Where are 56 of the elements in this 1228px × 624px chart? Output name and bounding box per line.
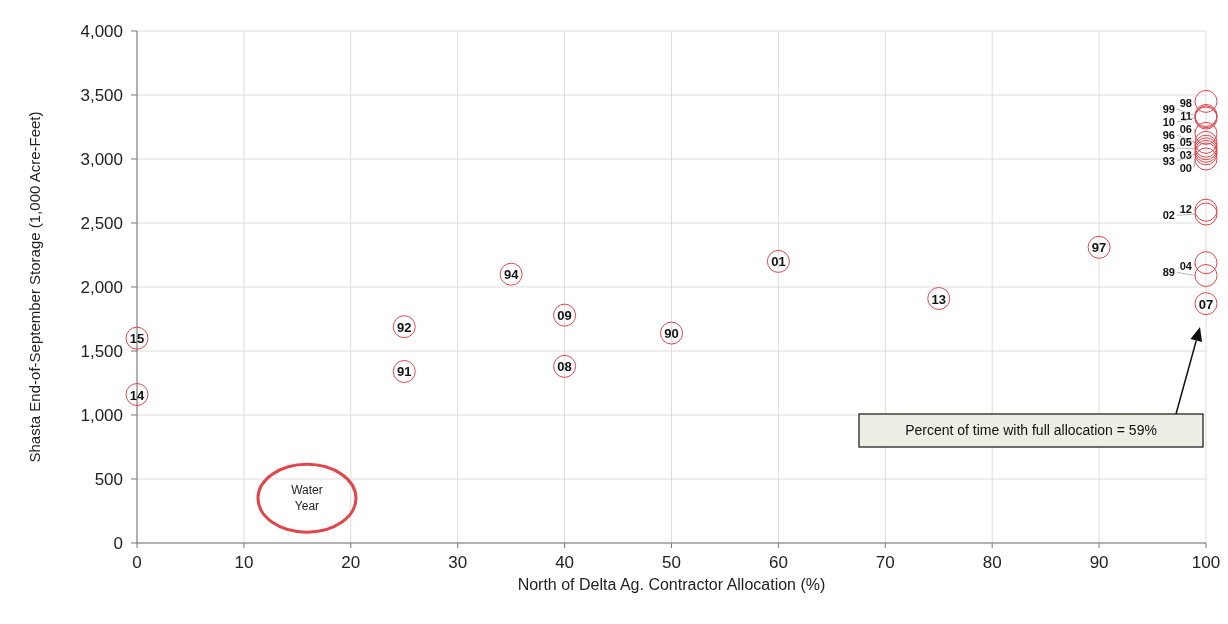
annotation: 10	[1162, 116, 1175, 129]
annotation: 99	[1162, 103, 1175, 116]
y-axis-title: Shasta End-of-September Storage (1,000 Acre-Feet)	[26, 111, 43, 463]
annotation: 11	[1180, 109, 1192, 122]
x-tick-label: 0	[132, 553, 142, 572]
y-tick-label: 3,000	[80, 150, 123, 169]
y-tick-label: 500	[94, 470, 123, 489]
annotation: Percent of time with full allocation = 59%	[905, 422, 1157, 438]
y-tick-label: 1,500	[80, 342, 123, 361]
x-tick-label: 90	[1089, 553, 1109, 572]
point	[1194, 147, 1218, 171]
point	[1194, 263, 1218, 287]
annotation: 89	[1162, 266, 1175, 279]
annotation: 92	[397, 319, 412, 335]
annotation: 03	[1179, 148, 1192, 161]
annotation: 94	[503, 267, 520, 283]
y-tick-label: 2,500	[80, 214, 123, 233]
annotation: 90	[664, 326, 679, 342]
x-tick-label: 100	[1191, 553, 1221, 572]
annotation: 93	[1162, 155, 1175, 168]
annotation: 95	[1162, 142, 1175, 155]
y-tick-label: 0	[113, 534, 123, 553]
annotation: 07	[1198, 296, 1214, 312]
annotation: 02	[1162, 209, 1175, 222]
annotation: 06	[1179, 122, 1192, 135]
x-tick-label: 30	[448, 553, 468, 572]
annotation: 96	[1162, 129, 1175, 142]
x-tick-label: 60	[768, 553, 788, 572]
x-tick-label: 40	[555, 553, 575, 572]
y-tick-label: 2,000	[80, 278, 123, 297]
annotation: 12	[1179, 202, 1192, 215]
x-axis-title: North of Delta Ag. Contractor Allocation (%)	[517, 576, 826, 593]
x-tick-label: 50	[662, 553, 681, 572]
point	[1194, 89, 1218, 113]
annotation: 13	[931, 291, 946, 307]
annotation: 04	[1179, 259, 1193, 272]
y-tick-label: 4,000	[80, 22, 123, 41]
annotation: 08	[557, 359, 572, 375]
x-tick-label: 70	[875, 553, 895, 572]
point	[1194, 121, 1218, 145]
y-tick-label: 1,000	[80, 406, 123, 425]
annotation: 91	[397, 364, 412, 380]
y-tick-label: 3,500	[80, 86, 123, 105]
annotation: 00	[1179, 161, 1192, 174]
annotation: 15	[129, 331, 145, 347]
annotation: 01	[771, 254, 786, 270]
x-tick-label: 20	[341, 553, 361, 572]
point	[1194, 251, 1218, 275]
annotation: 98	[1179, 96, 1192, 109]
x-tick-label: 80	[982, 553, 1002, 572]
annotation: 14	[129, 387, 145, 403]
text: Water Year	[291, 483, 323, 514]
annotation: 09	[557, 308, 572, 324]
annotation: 97	[1091, 240, 1107, 256]
annotation: 05	[1179, 135, 1192, 148]
x-tick-label: 10	[234, 553, 254, 572]
